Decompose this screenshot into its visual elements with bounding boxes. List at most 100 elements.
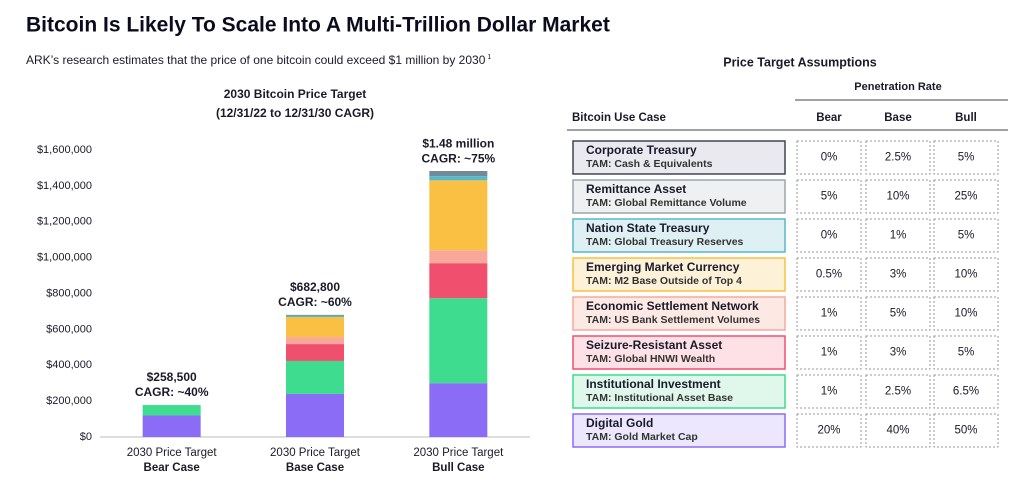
bar-segment xyxy=(429,263,488,299)
use-case-box xyxy=(572,413,786,448)
annotation: $682,800 xyxy=(290,280,340,294)
y-tick-label: $200,000 xyxy=(46,395,92,407)
use-case-box xyxy=(572,140,786,175)
annotation: CAGR: ~60% xyxy=(278,295,352,309)
rate-value: 2.5% xyxy=(885,152,911,164)
rate-box xyxy=(796,218,862,253)
rate-value: 5% xyxy=(958,347,975,359)
use-case-tam: TAM: Global Treasury Reserves xyxy=(586,236,744,248)
rate-box xyxy=(933,296,999,331)
use-case-tam: TAM: Global HNWI Wealth xyxy=(586,353,715,365)
bar-segment xyxy=(286,344,344,361)
y-tick-label: $0 xyxy=(80,431,92,443)
rate-box xyxy=(933,140,999,175)
use-case-box xyxy=(572,374,786,409)
y-tick-label: $600,000 xyxy=(46,323,92,335)
use-case-tam: TAM: US Bank Settlement Volumes xyxy=(586,314,760,326)
y-tick-label: $1,000,000 xyxy=(37,252,92,264)
rate-value: 10% xyxy=(886,191,909,203)
use-case-name: Nation State Treasury xyxy=(586,221,710,235)
rate-value: 3% xyxy=(890,269,907,281)
rate-box xyxy=(933,179,999,214)
use-case-tam: TAM: Global Remittance Volume xyxy=(586,197,747,209)
rate-box xyxy=(865,218,931,253)
bar-segment xyxy=(142,405,201,416)
use-case-name: Corporate Treasury xyxy=(586,143,697,157)
rate-box xyxy=(933,218,999,253)
x-tick-label: 2030 Price Target xyxy=(270,447,361,459)
x-tick-label: 2030 Price Target xyxy=(127,447,218,459)
y-tick-label: $400,000 xyxy=(46,359,92,371)
use-case-tam: TAM: M2 Base Outside of Top 4 xyxy=(586,275,742,287)
use-case-box xyxy=(572,257,786,292)
rate-value: 6.5% xyxy=(953,386,979,398)
rate-value: 5% xyxy=(821,191,838,203)
bar-segment xyxy=(286,314,344,316)
use-case-name: Economic Settlement Network xyxy=(586,299,759,313)
column-header: Bitcoin Use Case xyxy=(572,112,666,124)
bar-segment xyxy=(286,315,344,317)
rate-box xyxy=(865,257,931,292)
rate-box xyxy=(865,296,931,331)
rate-box xyxy=(865,413,931,448)
use-case-tam: TAM: Gold Market Cap xyxy=(586,431,698,443)
chart-subtitle: (12/31/22 to 12/31/30 CAGR) xyxy=(216,106,374,120)
bar-segment xyxy=(429,176,488,181)
rate-value: 2.5% xyxy=(885,386,911,398)
bar-segment xyxy=(286,316,344,338)
rate-box xyxy=(796,296,862,331)
use-case-tam: TAM: Cash & Equivalents xyxy=(586,158,713,170)
rate-box xyxy=(865,374,931,409)
rate-value: 1% xyxy=(821,386,838,398)
chart-title: 2030 Bitcoin Price Target xyxy=(224,87,367,101)
rate-value: 3% xyxy=(890,347,907,359)
table-title: Price Target Assumptions xyxy=(723,55,877,69)
use-case-tam: TAM: Institutional Asset Base xyxy=(586,392,733,404)
rate-value: 25% xyxy=(954,191,977,203)
rate-box xyxy=(796,374,862,409)
rate-box xyxy=(933,374,999,409)
rate-box xyxy=(796,179,862,214)
rate-box xyxy=(796,257,862,292)
bar-segment xyxy=(429,172,488,177)
bar-segment xyxy=(429,298,488,384)
annotation: CAGR: ~40% xyxy=(135,385,209,399)
rate-value: 5% xyxy=(890,308,907,320)
use-case-name: Institutional Investment xyxy=(586,377,721,391)
use-case-name: Remittance Asset xyxy=(586,182,686,196)
y-tick-label: $800,000 xyxy=(46,287,92,299)
y-tick-label: $1,200,000 xyxy=(37,216,92,228)
column-header: Bear xyxy=(816,112,842,124)
bar-segment xyxy=(286,393,344,437)
rate-box xyxy=(865,335,931,370)
rate-box xyxy=(796,335,862,370)
annotation: $1.48 million xyxy=(422,137,494,151)
rate-value: 0% xyxy=(821,230,838,242)
use-case-name: Digital Gold xyxy=(586,416,653,430)
column-header: Base xyxy=(884,112,912,124)
rate-box xyxy=(933,257,999,292)
bar-segment xyxy=(429,383,488,437)
use-case-box xyxy=(572,179,786,214)
bar-segment xyxy=(429,180,488,251)
rate-value: 0.5% xyxy=(816,269,842,281)
rate-box xyxy=(865,179,931,214)
bar-segment xyxy=(286,360,344,394)
annotation: CAGR: ~75% xyxy=(421,152,495,166)
rate-value: 50% xyxy=(954,425,977,437)
page-title: Bitcoin Is Likely To Scale Into A Multi-… xyxy=(26,14,610,37)
use-case-box xyxy=(572,218,786,253)
bar-segment xyxy=(429,171,488,173)
x-tick-label: 2030 Price Target xyxy=(413,447,504,459)
rate-value: 5% xyxy=(958,230,975,242)
use-case-box xyxy=(572,335,786,370)
rate-value: 1% xyxy=(821,308,838,320)
x-tick-label: Bull Case xyxy=(432,462,484,474)
rate-value: 5% xyxy=(958,152,975,164)
rate-value: 0% xyxy=(821,152,838,164)
y-tick-label: $1,400,000 xyxy=(37,180,92,192)
use-case-name: Emerging Market Currency xyxy=(586,260,740,274)
page-subtitle: ARK’s research estimates that the price … xyxy=(26,53,486,67)
rate-value: 40% xyxy=(886,425,909,437)
group-header: Penetration Rate xyxy=(854,81,941,93)
